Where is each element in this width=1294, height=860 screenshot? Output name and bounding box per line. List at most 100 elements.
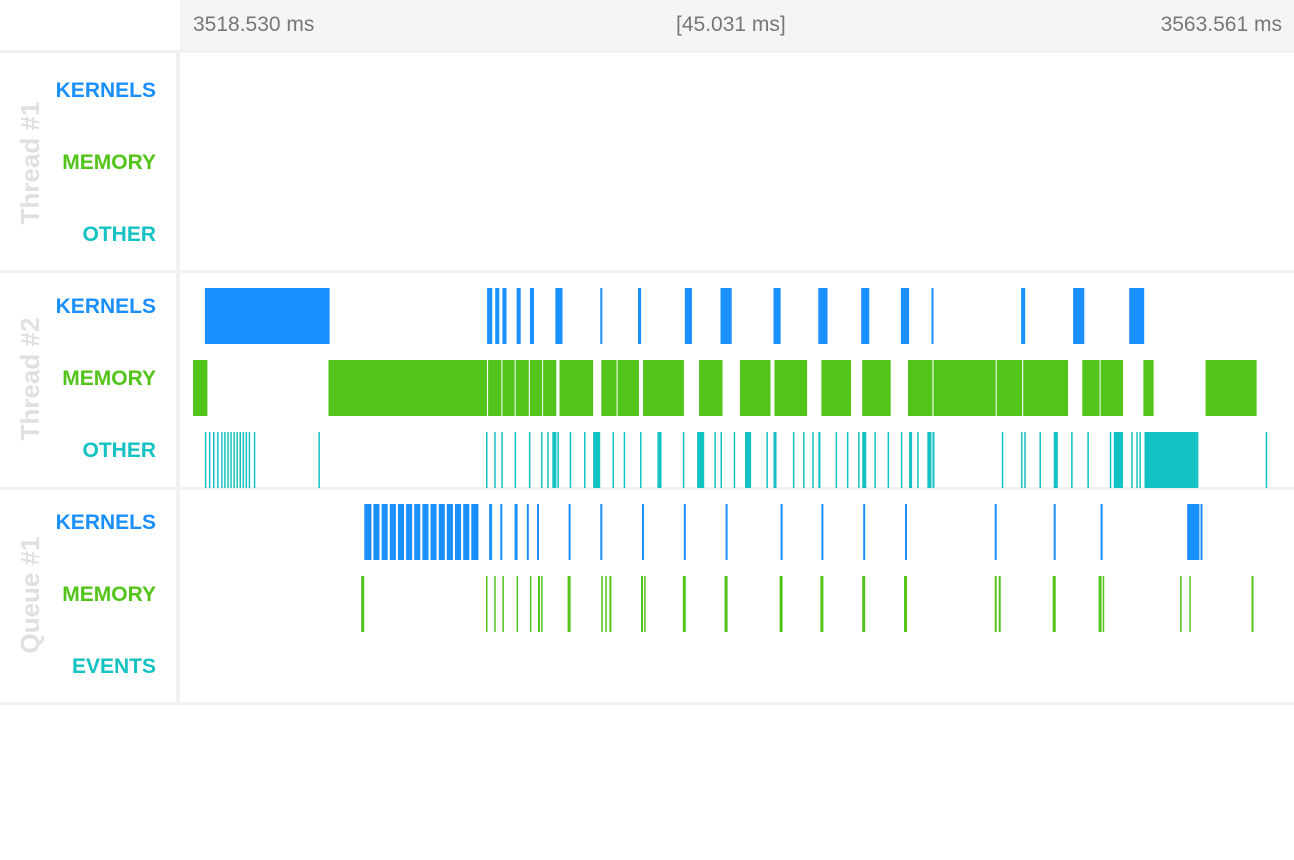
- event-block-memory[interactable]: [1052, 576, 1056, 632]
- event-block-kernels[interactable]: [1073, 288, 1085, 344]
- event-block-memory[interactable]: [543, 360, 557, 416]
- event-block-other[interactable]: [486, 432, 488, 488]
- event-block-kernels[interactable]: [900, 288, 910, 344]
- event-block-other[interactable]: [239, 432, 242, 488]
- event-block-other[interactable]: [1024, 432, 1026, 488]
- event-block-other[interactable]: [242, 432, 245, 488]
- event-block-other[interactable]: [846, 432, 849, 488]
- event-block-other[interactable]: [803, 432, 805, 488]
- event-block-other[interactable]: [213, 432, 215, 488]
- event-block-other[interactable]: [208, 432, 211, 488]
- event-block-other[interactable]: [773, 432, 777, 488]
- event-block-other[interactable]: [245, 432, 248, 488]
- event-block-other[interactable]: [887, 432, 890, 488]
- event-block-memory[interactable]: [1082, 360, 1100, 416]
- event-block-memory[interactable]: [933, 360, 996, 416]
- event-block-memory[interactable]: [998, 576, 1001, 632]
- event-block-other[interactable]: [1001, 432, 1004, 488]
- event-block-memory[interactable]: [1180, 576, 1182, 632]
- event-block-kernels[interactable]: [529, 288, 534, 344]
- event-block-kernels[interactable]: [514, 504, 518, 560]
- event-block-kernels[interactable]: [414, 504, 421, 560]
- event-block-memory[interactable]: [682, 576, 686, 632]
- event-block-other[interactable]: [514, 432, 517, 488]
- event-block-other[interactable]: [1071, 432, 1073, 488]
- event-block-kernels[interactable]: [446, 504, 453, 560]
- event-block-memory[interactable]: [1098, 576, 1102, 632]
- event-block-memory[interactable]: [1102, 576, 1105, 632]
- event-block-other[interactable]: [236, 432, 238, 488]
- event-block-kernels[interactable]: [487, 288, 493, 344]
- event-block-other[interactable]: [547, 432, 549, 488]
- event-block-kernels[interactable]: [463, 504, 470, 560]
- event-block-memory[interactable]: [601, 360, 617, 416]
- event-block-memory[interactable]: [516, 576, 519, 632]
- event-block-kernels[interactable]: [905, 504, 907, 560]
- event-block-kernels[interactable]: [500, 504, 503, 560]
- event-block-memory[interactable]: [641, 576, 643, 632]
- event-block-other[interactable]: [253, 432, 256, 488]
- event-block-kernels[interactable]: [555, 288, 563, 344]
- event-block-memory[interactable]: [486, 576, 488, 632]
- event-block-kernels[interactable]: [568, 504, 571, 560]
- event-block-kernels[interactable]: [204, 288, 330, 344]
- event-block-memory[interactable]: [567, 576, 571, 632]
- event-block-other[interactable]: [227, 432, 229, 488]
- event-block-other[interactable]: [792, 432, 795, 488]
- event-block-memory[interactable]: [515, 360, 529, 416]
- event-block-other[interactable]: [557, 432, 559, 488]
- event-block-other[interactable]: [552, 432, 557, 488]
- event-block-other[interactable]: [593, 432, 601, 488]
- event-block-memory[interactable]: [1143, 360, 1154, 416]
- event-block-kernels[interactable]: [931, 288, 934, 344]
- event-block-other[interactable]: [1136, 432, 1138, 488]
- event-block-memory[interactable]: [605, 576, 607, 632]
- event-block-memory[interactable]: [996, 360, 1023, 416]
- event-block-memory[interactable]: [559, 360, 594, 416]
- event-block-memory[interactable]: [529, 360, 543, 416]
- event-block-other[interactable]: [812, 432, 814, 488]
- event-block-kernels[interactable]: [684, 288, 692, 344]
- event-block-memory[interactable]: [994, 576, 997, 632]
- event-block-memory[interactable]: [739, 360, 771, 416]
- event-block-other[interactable]: [862, 432, 867, 488]
- event-block-kernels[interactable]: [994, 504, 997, 560]
- event-block-other[interactable]: [1087, 432, 1089, 488]
- event-block-kernels[interactable]: [397, 504, 404, 560]
- event-block-other[interactable]: [1021, 432, 1023, 488]
- event-block-other[interactable]: [623, 432, 626, 488]
- event-block-kernels[interactable]: [495, 288, 500, 344]
- event-block-kernels[interactable]: [720, 288, 732, 344]
- event-block-kernels[interactable]: [373, 504, 380, 560]
- event-block-other[interactable]: [766, 432, 768, 488]
- event-block-memory[interactable]: [908, 360, 933, 416]
- event-block-other[interactable]: [1144, 432, 1197, 488]
- event-block-other[interactable]: [682, 432, 685, 488]
- event-block-other[interactable]: [230, 432, 232, 488]
- event-block-other[interactable]: [1113, 432, 1123, 488]
- event-block-other[interactable]: [1131, 432, 1133, 488]
- event-block-kernels[interactable]: [773, 288, 781, 344]
- event-block-memory[interactable]: [862, 576, 866, 632]
- event-block-memory[interactable]: [328, 360, 488, 416]
- event-block-kernels[interactable]: [430, 504, 437, 560]
- event-block-kernels[interactable]: [861, 288, 870, 344]
- event-block-kernels[interactable]: [471, 504, 479, 560]
- event-block-memory[interactable]: [617, 360, 639, 416]
- event-block-other[interactable]: [733, 432, 736, 488]
- event-block-kernels[interactable]: [642, 504, 644, 560]
- event-block-kernels[interactable]: [422, 504, 429, 560]
- event-block-memory[interactable]: [644, 576, 646, 632]
- event-block-memory[interactable]: [779, 576, 783, 632]
- event-block-kernels[interactable]: [516, 288, 521, 344]
- event-block-kernels[interactable]: [526, 504, 529, 560]
- event-block-memory[interactable]: [601, 576, 603, 632]
- event-block-other[interactable]: [233, 432, 235, 488]
- event-block-kernels[interactable]: [1021, 288, 1026, 344]
- event-block-memory[interactable]: [699, 360, 723, 416]
- event-block-memory[interactable]: [488, 360, 502, 416]
- event-block-other[interactable]: [932, 432, 935, 488]
- event-block-memory[interactable]: [541, 576, 543, 632]
- event-block-other[interactable]: [858, 432, 860, 488]
- event-block-other[interactable]: [697, 432, 705, 488]
